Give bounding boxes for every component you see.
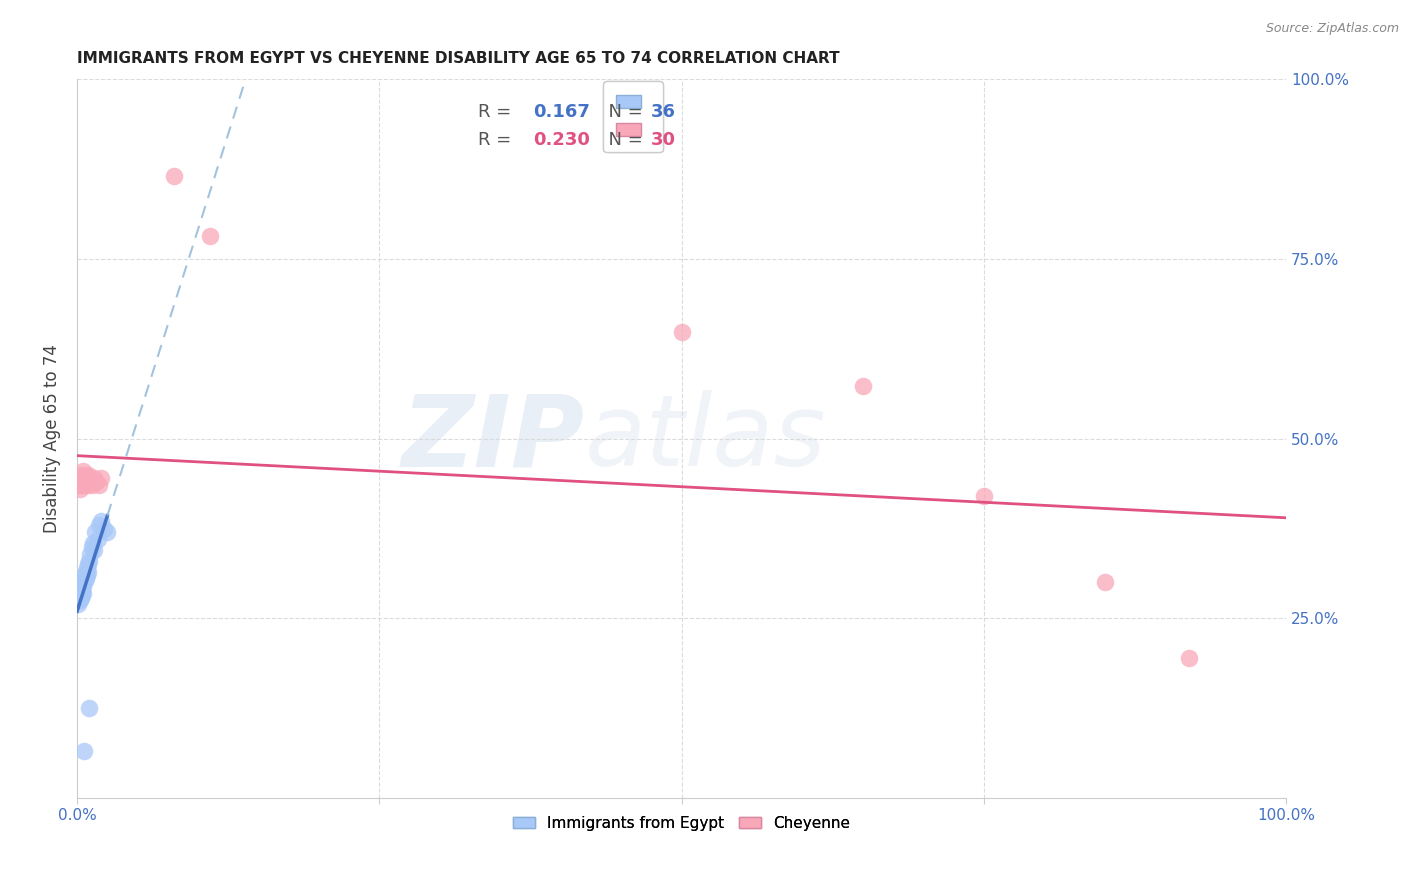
- Point: [69, 475, 91, 489]
- Point: [72, 579, 94, 593]
- Point: [73, 568, 96, 582]
- Point: [69, 586, 91, 600]
- Point: [69, 471, 91, 485]
- Text: ZIP: ZIP: [402, 390, 585, 487]
- Point: [87, 478, 110, 492]
- Point: [73, 478, 96, 492]
- Point: [77, 565, 100, 579]
- Point: [76, 561, 98, 575]
- Point: [198, 229, 221, 244]
- Text: 0.230: 0.230: [533, 131, 589, 150]
- Text: R =: R =: [478, 131, 517, 150]
- Text: 36: 36: [651, 103, 676, 120]
- Point: [87, 518, 110, 533]
- Point: [1094, 575, 1116, 590]
- Point: [72, 464, 94, 478]
- Point: [163, 169, 186, 184]
- Point: [70, 478, 93, 492]
- Point: [77, 554, 100, 568]
- Point: [852, 379, 875, 393]
- Point: [76, 471, 98, 485]
- Point: [79, 475, 101, 489]
- Point: [70, 471, 93, 485]
- Text: Source: ZipAtlas.com: Source: ZipAtlas.com: [1265, 22, 1399, 36]
- Point: [76, 478, 98, 492]
- Text: atlas: atlas: [585, 390, 827, 487]
- Point: [96, 525, 118, 540]
- Point: [75, 572, 97, 586]
- Point: [72, 475, 94, 489]
- Point: [69, 579, 91, 593]
- Point: [90, 471, 112, 485]
- Point: [67, 593, 90, 607]
- Point: [86, 475, 108, 489]
- Point: [80, 540, 103, 554]
- Point: [83, 543, 105, 558]
- Point: [93, 522, 115, 536]
- Point: [79, 547, 101, 561]
- Point: [75, 475, 97, 489]
- Point: [84, 525, 107, 540]
- Point: [77, 558, 100, 572]
- Point: [69, 590, 91, 604]
- Point: [75, 467, 97, 482]
- Legend: Immigrants from Egypt, Cheyenne: Immigrants from Egypt, Cheyenne: [508, 810, 856, 837]
- Point: [86, 533, 108, 547]
- Text: IMMIGRANTS FROM EGYPT VS CHEYENNE DISABILITY AGE 65 TO 74 CORRELATION CHART: IMMIGRANTS FROM EGYPT VS CHEYENNE DISABI…: [77, 51, 839, 66]
- Text: R =: R =: [478, 103, 517, 120]
- Point: [77, 467, 100, 482]
- Point: [73, 575, 96, 590]
- Point: [77, 471, 100, 485]
- Point: [69, 593, 91, 607]
- Point: [76, 568, 98, 582]
- Text: 30: 30: [651, 131, 676, 150]
- Point: [70, 588, 93, 602]
- Point: [72, 572, 94, 586]
- Text: N =: N =: [598, 131, 648, 150]
- Y-axis label: Disability Age 65 to 74: Disability Age 65 to 74: [44, 344, 60, 533]
- Point: [69, 582, 91, 597]
- Point: [73, 744, 96, 758]
- Point: [67, 586, 90, 600]
- Text: N =: N =: [598, 103, 648, 120]
- Point: [70, 582, 93, 597]
- Point: [67, 597, 90, 611]
- Point: [69, 467, 91, 482]
- Point: [82, 536, 104, 550]
- Point: [80, 478, 103, 492]
- Point: [1178, 651, 1201, 665]
- Point: [73, 471, 96, 485]
- Point: [69, 482, 91, 496]
- Point: [69, 591, 91, 606]
- Point: [67, 478, 90, 492]
- Point: [72, 586, 94, 600]
- Point: [973, 489, 995, 503]
- Point: [90, 514, 112, 528]
- Point: [77, 701, 100, 715]
- Point: [75, 565, 97, 579]
- Point: [83, 471, 105, 485]
- Point: [70, 575, 93, 590]
- Point: [671, 326, 693, 340]
- Text: 0.167: 0.167: [533, 103, 589, 120]
